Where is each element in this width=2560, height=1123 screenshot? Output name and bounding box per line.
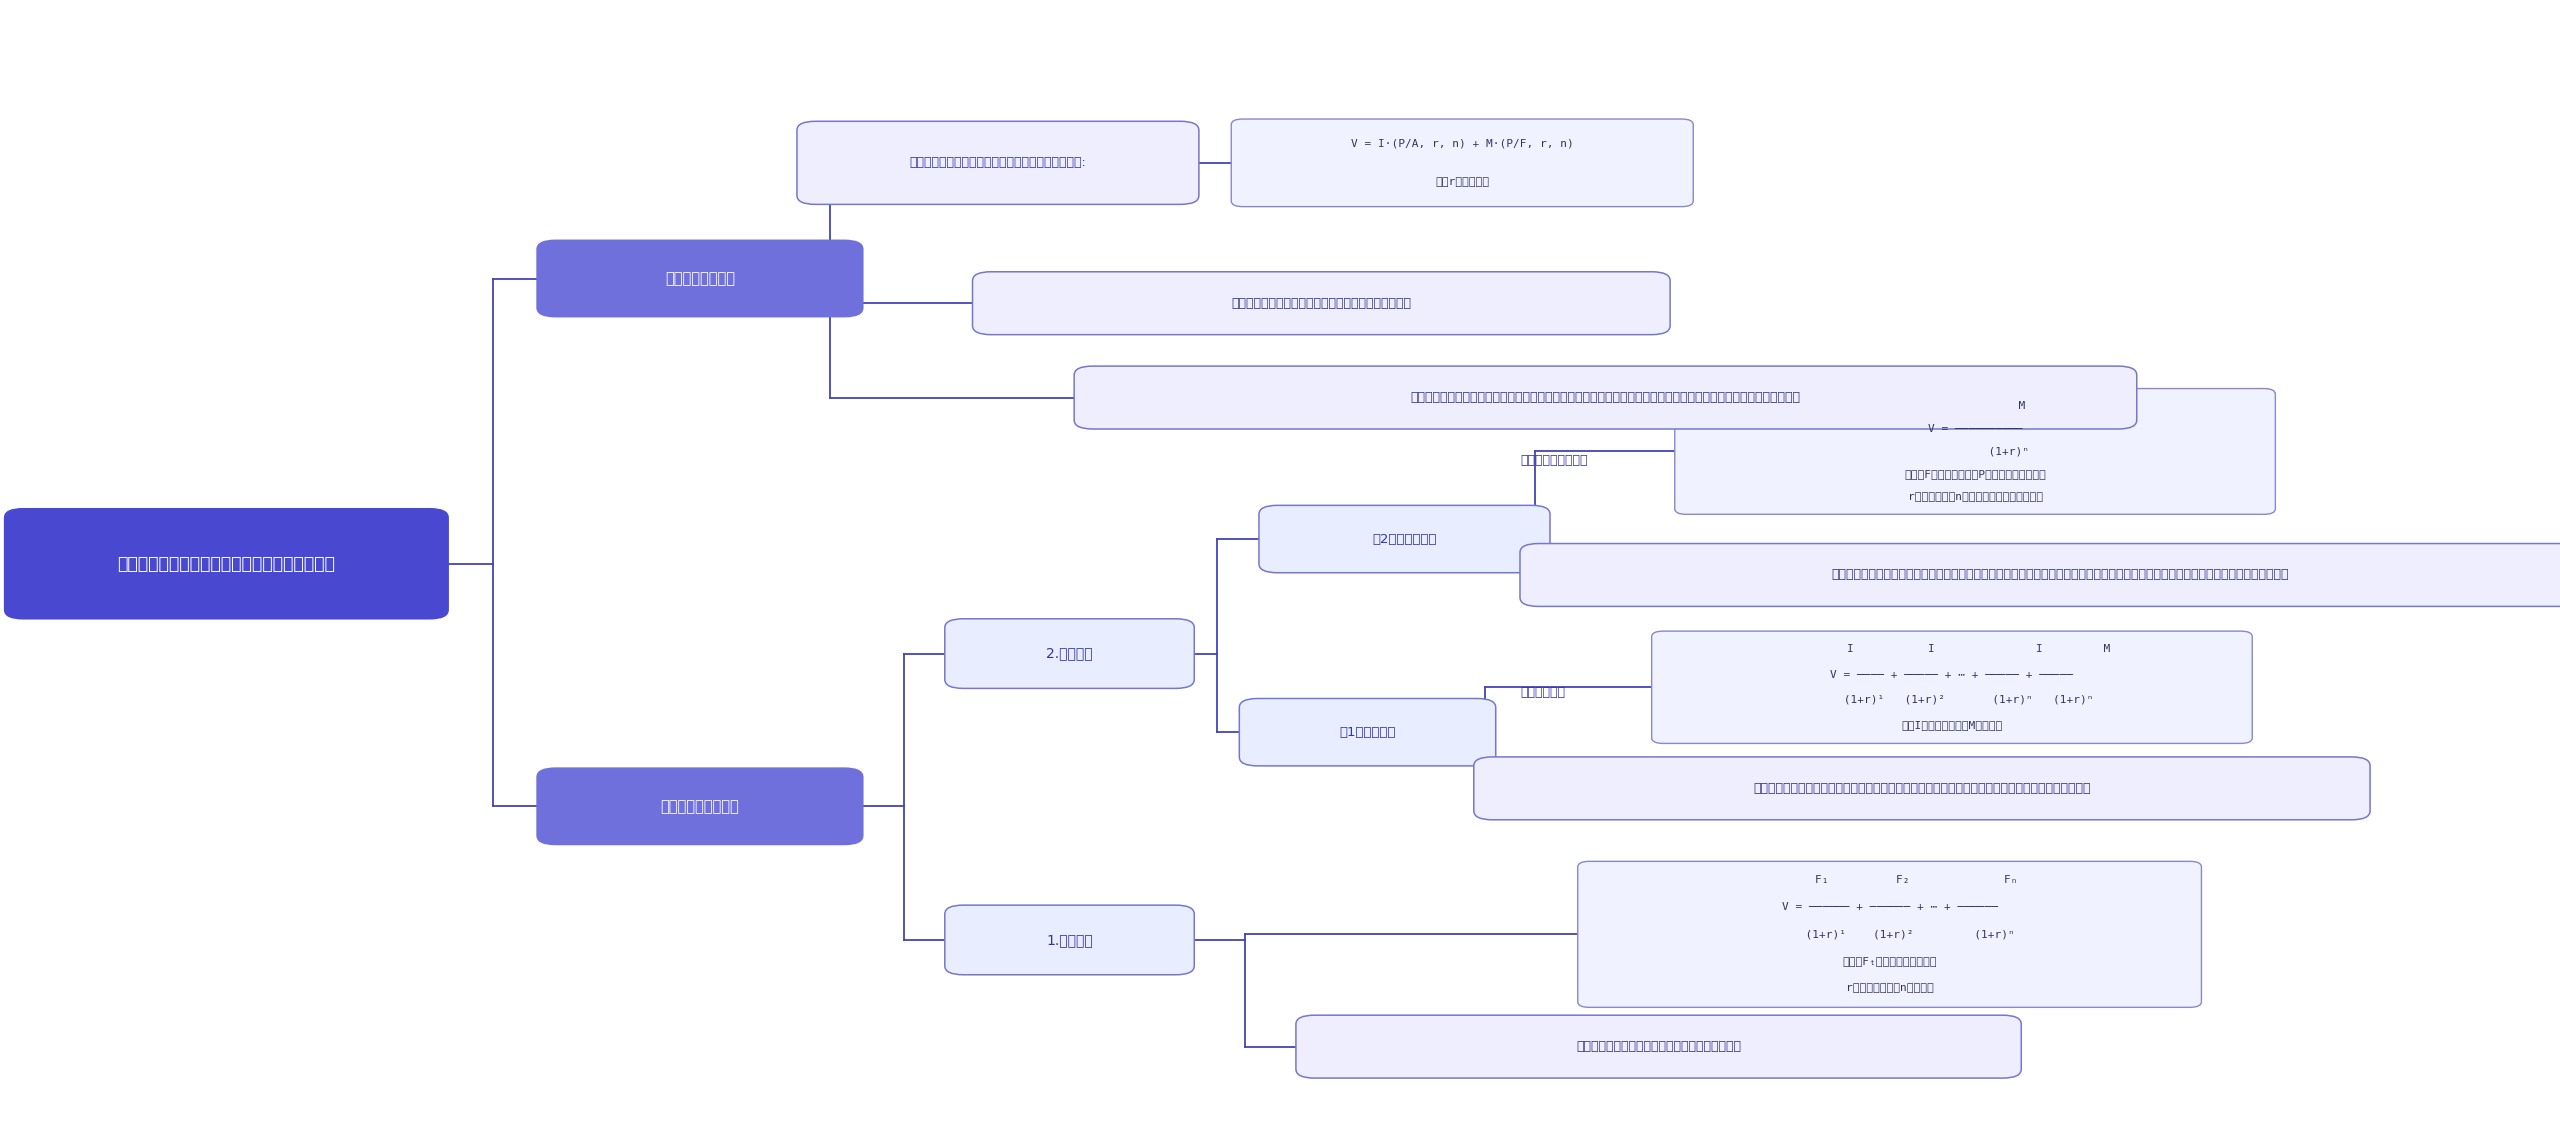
Text: 2.其他模型: 2.其他模型	[1047, 647, 1093, 660]
Text: V = ──── + ───── + ⋯ + ───── + ─────: V = ──── + ───── + ⋯ + ───── + ─────	[1830, 669, 2074, 679]
Text: 它是使未来现金流量现值等于债券购入价格的折现率。: 它是使未来现金流量现值等于债券购入价格的折现率。	[1231, 296, 1411, 310]
FancyBboxPatch shape	[1260, 505, 1549, 573]
FancyBboxPatch shape	[973, 272, 1669, 335]
Text: I           I               I         M: I I I M	[1795, 645, 2109, 655]
FancyBboxPatch shape	[796, 121, 1198, 204]
Text: V = ──────────: V = ──────────	[1928, 423, 2022, 433]
FancyBboxPatch shape	[1651, 631, 2253, 743]
Text: 注会《财务成本管理》第六章知识点：债券价值: 注会《财务成本管理》第六章知识点：债券价值	[118, 555, 335, 573]
Text: r表示市场利率；n表示期数: r表示市场利率；n表示期数	[1846, 984, 1933, 993]
Text: r表示折现率；n表示期间到期时间的年数。: r表示折现率；n表示期间到期时间的年数。	[1907, 492, 2043, 502]
FancyBboxPatch shape	[1577, 861, 2202, 1007]
FancyBboxPatch shape	[1295, 1015, 2022, 1078]
FancyBboxPatch shape	[538, 240, 863, 317]
FancyBboxPatch shape	[5, 509, 448, 619]
Text: 计算到期收益率的方法是求解含有折现率的方程，即:: 计算到期收益率的方法是求解含有折现率的方程，即:	[909, 156, 1085, 170]
Text: 1.基本模型: 1.基本模型	[1047, 933, 1093, 947]
FancyBboxPatch shape	[945, 905, 1196, 975]
Text: （2）纯贴现债券: （2）纯贴现债券	[1372, 532, 1436, 546]
Text: 其中：Fₜ表示各期现金流量；: 其中：Fₜ表示各期现金流量；	[1843, 957, 1938, 966]
Text: M: M	[1925, 401, 2025, 411]
Text: 求解r（插内法）: 求解r（插内法）	[1436, 177, 1490, 186]
Text: (1+r)ⁿ: (1+r)ⁿ	[1920, 447, 2030, 456]
Text: 债券的期望报酬率: 债券的期望报酬率	[666, 271, 735, 286]
FancyBboxPatch shape	[1674, 389, 2276, 514]
FancyBboxPatch shape	[945, 619, 1196, 688]
Text: 纯贴现债券是指承诺在未来某一确定日期按面值支付的债券，这种债券在到期日前购买人不能得到任何现金支付，因此，也称为零息债券。: 纯贴现债券是指承诺在未来某一确定日期按面值支付的债券，这种债券在到期日前购买人不…	[1833, 568, 2289, 582]
FancyBboxPatch shape	[1521, 544, 2560, 606]
Text: 计算公式为：: 计算公式为：	[1521, 686, 1564, 700]
Text: (1+r)¹   (1+r)²       (1+r)ⁿ   (1+r)ⁿ: (1+r)¹ (1+r)² (1+r)ⁿ (1+r)ⁿ	[1810, 695, 2094, 705]
FancyBboxPatch shape	[1075, 366, 2138, 429]
Text: 债券价值的评估方法: 债券价值的评估方法	[660, 798, 740, 814]
Text: F₁          F₂              Fₙ: F₁ F₂ Fₙ	[1761, 876, 2017, 885]
Text: 纯贴现债券的价值：: 纯贴现债券的价值：	[1521, 454, 1587, 467]
Text: 其中：F表示偶券价值；P表示期间日支付额；: 其中：F表示偶券价值；P表示期间日支付额；	[1905, 469, 2045, 480]
FancyBboxPatch shape	[1231, 119, 1692, 207]
Text: V = I·(P/A, r, n) + M·(P/F, r, n): V = I·(P/A, r, n) + M·(P/F, r, n)	[1352, 139, 1574, 148]
FancyBboxPatch shape	[1239, 699, 1495, 766]
Text: 其中I表示各期利息，M表示面值: 其中I表示各期利息，M表示面值	[1902, 720, 2002, 730]
Text: 计算债券价值就是将债券未来现金流量进行折现。: 计算债券价值就是将债券未来现金流量进行折现。	[1577, 1040, 1741, 1053]
FancyBboxPatch shape	[538, 768, 863, 844]
Text: (1+r)¹    (1+r)²         (1+r)ⁿ: (1+r)¹ (1+r)² (1+r)ⁿ	[1764, 930, 2015, 939]
Text: 平息债券是指利息在期间内平均支付的债券。支付的频率可能是一年一次、半年一次或每季度一次等。: 平息债券是指利息在期间内平均支付的债券。支付的频率可能是一年一次、半年一次或每季…	[1754, 782, 2092, 795]
Text: V = ────── + ────── + ⋯ + ──────: V = ────── + ────── + ⋯ + ──────	[1782, 903, 1997, 912]
Text: 债券的期望报酬率通常用到期收益率来衡量。到期收益率是指以特定价格购买债券并持有至到期日所能获得的报酬率。: 债券的期望报酬率通常用到期收益率来衡量。到期收益率是指以特定价格购买债券并持有至…	[1411, 391, 1800, 404]
FancyBboxPatch shape	[1475, 757, 2371, 820]
Text: （1）平息债券: （1）平息债券	[1339, 725, 1395, 739]
